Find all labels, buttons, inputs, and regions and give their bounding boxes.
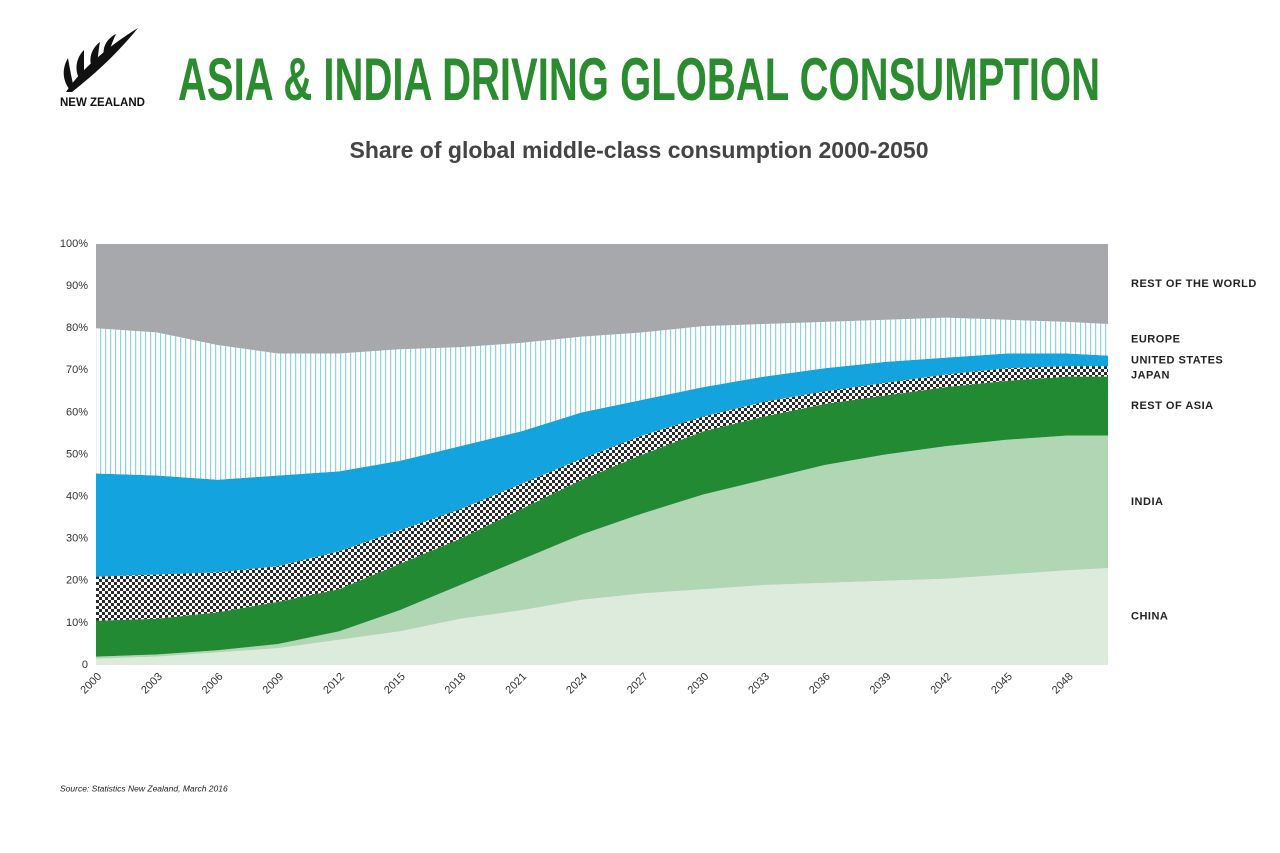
plot: REST OF THE WORLD EUROPE UNITED STATES JAPA… — [60, 238, 1257, 697]
x-tick-label: 2033 — [746, 671, 772, 697]
x-tick-label: 2045 — [989, 671, 1015, 697]
legend-label: INDIA — [1131, 496, 1163, 508]
x-tick-label: 2015 — [382, 671, 408, 697]
legend-label: JAPAN — [1131, 370, 1170, 382]
fern-icon — [66, 28, 138, 92]
x-tick-label: 2024 — [564, 671, 590, 697]
area — [96, 366, 1108, 621]
area — [96, 376, 1108, 657]
x-tick-label: 2006 — [200, 671, 226, 697]
legend-label: CHINA — [1131, 610, 1168, 622]
x-tick-label: 2021 — [503, 671, 529, 697]
y-tick-label: 60% — [66, 406, 88, 418]
area — [96, 317, 1108, 480]
area — [96, 353, 1108, 577]
y-tick-label: 10% — [66, 617, 88, 629]
y-tick-label: 0 — [82, 659, 88, 671]
legend-label: REST OF THE WORLD — [1131, 278, 1257, 290]
y-tick-label: 90% — [66, 280, 88, 292]
area — [96, 435, 1108, 659]
x-tick-label: 2012 — [321, 671, 347, 697]
y-tick-label: 40% — [66, 491, 88, 503]
legend-label: REST OF ASIA — [1131, 400, 1214, 412]
x-tick-label: 2027 — [625, 671, 651, 697]
legend-label: EUROPE — [1131, 334, 1180, 346]
source: Source: Statistics New Zealand, March 20… — [60, 783, 228, 793]
x-tick-label: 2009 — [261, 671, 287, 697]
y-tick-label: 20% — [66, 575, 88, 587]
fern-leaf — [63, 34, 116, 90]
y-tick-label: 100% — [60, 238, 88, 250]
legend-label: UNITED STATES — [1131, 355, 1223, 367]
y-tick-label: 70% — [66, 364, 88, 376]
y-tick-label: 30% — [66, 533, 88, 545]
x-tick-label: 2042 — [928, 671, 954, 697]
area — [96, 244, 1108, 354]
x-tick-label: 2030 — [686, 671, 712, 697]
y-tick-label: 80% — [66, 322, 88, 334]
x-tick-label: 2000 — [78, 671, 104, 697]
logo-text: NEW ZEALAND — [60, 97, 145, 109]
y-tick-label: 50% — [66, 448, 88, 460]
chart-subtitle: Share of global middle-class consumption… — [349, 137, 928, 163]
x-tick-label: 2048 — [1050, 671, 1076, 697]
logo: NEW ZEALAND — [60, 28, 145, 109]
chart-title: ASIA & INDIA DRIVING GLOBAL CONSUMPTION — [178, 46, 1100, 113]
x-tick-label: 2039 — [868, 671, 894, 697]
x-tick-label: 2018 — [443, 671, 469, 697]
x-tick-label: 2003 — [139, 671, 165, 697]
x-tick-label: 2036 — [807, 671, 833, 697]
area — [96, 568, 1108, 665]
